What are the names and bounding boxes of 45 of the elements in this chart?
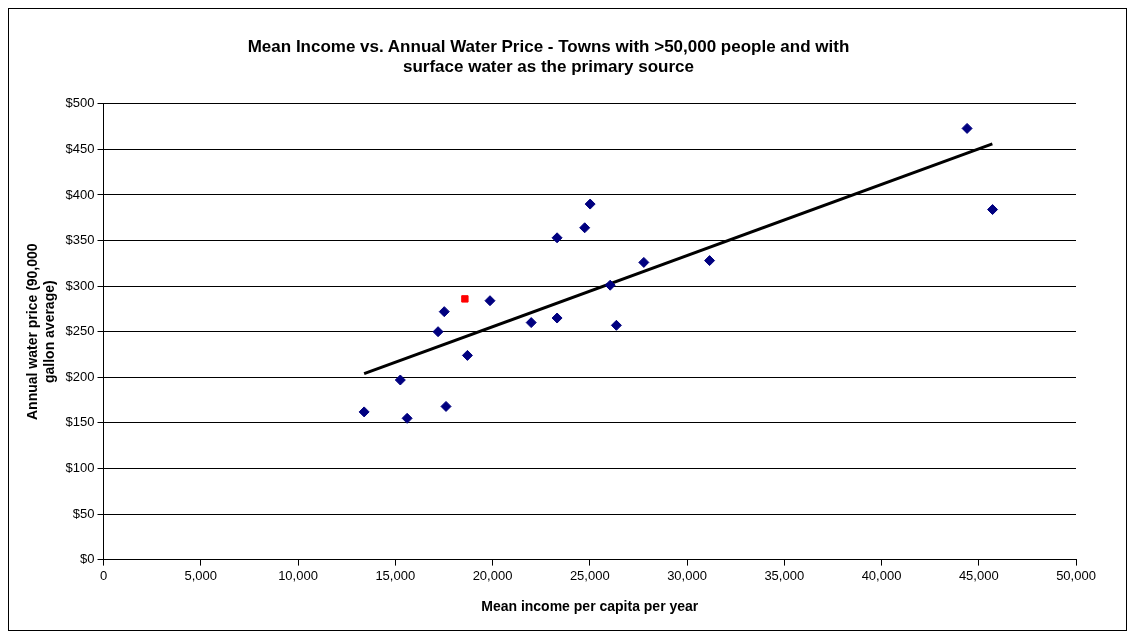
point: [987, 204, 999, 216]
y-tick-label: $350: [65, 232, 95, 248]
point: [579, 222, 591, 234]
point: [461, 349, 473, 361]
point: [394, 374, 406, 386]
chart-title: Mean Income vs. Annual Water Price - Towns with >50,000 people and with surface water as the primary source: [247, 36, 850, 77]
point: [461, 295, 469, 303]
y-tick-label: $400: [65, 186, 95, 202]
point: [551, 232, 563, 244]
point: [961, 122, 973, 134]
y-tick-label: $0: [80, 551, 95, 567]
point: [584, 198, 596, 210]
y-tick-label: $50: [72, 505, 95, 521]
x-tick-label: 20,000: [472, 567, 513, 583]
point: [401, 412, 413, 424]
point: [704, 255, 716, 267]
x-tick-label: 15,000: [375, 567, 416, 583]
y-tick-label: $500: [65, 95, 95, 111]
x-tick-label: 50,000: [1056, 567, 1096, 583]
x-tick-label: 5,000: [184, 567, 218, 583]
x-tick-label: 45,000: [958, 567, 999, 583]
y-tick-label: $450: [65, 140, 95, 156]
point: [610, 319, 622, 331]
point: [438, 306, 450, 318]
point: [432, 326, 444, 338]
point: [525, 317, 537, 329]
x-tick-label: 30,000: [667, 567, 707, 583]
point: [604, 279, 616, 291]
x-tick-label: 0: [99, 567, 108, 583]
y-tick-label: $200: [65, 368, 95, 384]
point: [638, 256, 650, 268]
y-tick-label: $300: [65, 277, 95, 293]
y-tick-label: $100: [65, 460, 95, 476]
y-axis-title: Annual water price (90,000 gallon average): [24, 243, 58, 421]
x-tick-label: 25,000: [569, 567, 610, 583]
x-axis-title: Mean income per capita per year: [481, 598, 699, 615]
point: [551, 312, 563, 324]
x-tick-label: 35,000: [764, 567, 805, 583]
y-tick-label: $250: [65, 323, 95, 339]
x-tick-label: 10,000: [278, 567, 318, 583]
y-tick-label: $150: [65, 414, 95, 430]
point: [440, 400, 452, 412]
x-tick-label: 40,000: [861, 567, 902, 583]
point: [358, 406, 370, 418]
point: [484, 295, 496, 307]
